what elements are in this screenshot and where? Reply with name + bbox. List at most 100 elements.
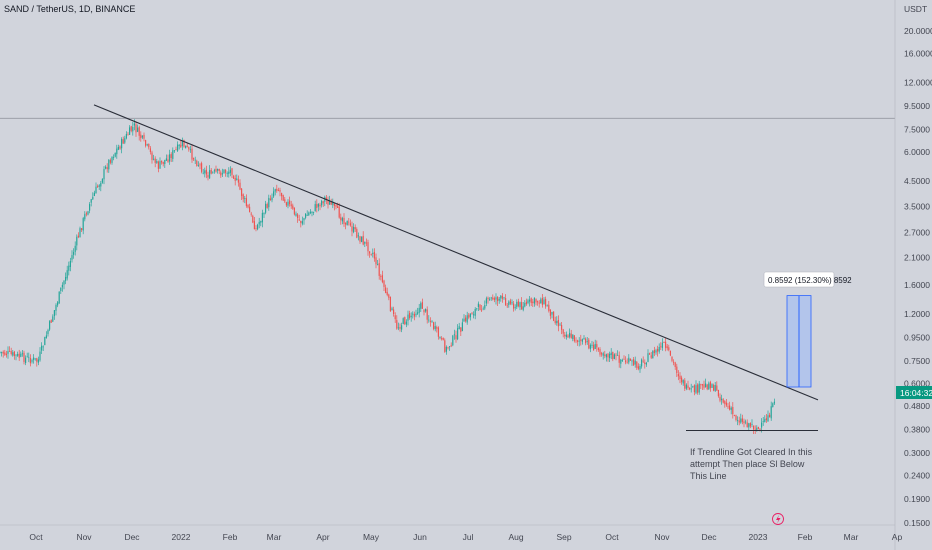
candle-body-460 [735, 415, 737, 420]
candle-body-89 [141, 135, 143, 138]
candle-body-385 [615, 354, 617, 356]
candle-body-285 [455, 335, 457, 340]
candle-body-253 [404, 317, 406, 325]
price-tick-16: 0.3800 [904, 425, 930, 435]
candle-body-457 [730, 407, 732, 410]
candle-body-296 [473, 314, 475, 316]
candle-body-109 [173, 150, 175, 152]
candle-body-398 [636, 361, 638, 368]
candle-body-298 [476, 308, 478, 310]
candle-body-369 [589, 345, 591, 350]
candle-body-468 [748, 423, 750, 428]
candle-body-388 [620, 359, 622, 364]
candle-body-70 [111, 156, 113, 163]
candle-body-224 [357, 235, 359, 237]
candle-body-392 [626, 362, 628, 364]
candle-body-130 [207, 175, 209, 178]
time-tick-7: May [363, 532, 380, 542]
candle-body-220 [351, 226, 353, 232]
candle-body-140 [223, 169, 225, 174]
candle-body-236 [377, 264, 379, 265]
candle-body-80 [127, 134, 129, 136]
candle-body-342 [546, 305, 548, 307]
candle-body-213 [340, 217, 342, 221]
candle-body-123 [196, 160, 198, 166]
annotation-note[interactable]: If Trendline Got Cleared In this attempt… [690, 447, 813, 481]
candle-body-397 [634, 360, 636, 365]
candle-body-450 [719, 396, 721, 401]
candle-body-157 [250, 213, 252, 215]
candle-body-120 [191, 148, 193, 160]
candle-body-265 [423, 309, 425, 313]
candle-body-317 [506, 305, 508, 307]
candle-body-207 [330, 202, 332, 205]
candle-body-78 [124, 138, 126, 143]
candle-body-347 [554, 320, 556, 323]
candle-body-469 [749, 423, 751, 427]
candle-body-320 [511, 302, 513, 304]
candle-body-259 [413, 314, 415, 317]
candle-body-278 [444, 340, 446, 352]
candle-body-439 [701, 384, 703, 386]
candle-body-326 [521, 302, 523, 310]
candle-body-211 [337, 206, 339, 208]
candle-body-68 [108, 159, 110, 170]
candle-body-9 [13, 351, 15, 356]
candle-body-39 [61, 284, 63, 288]
candle-body-262 [418, 307, 420, 313]
candle-body-363 [580, 339, 582, 341]
candle-body-29 [45, 335, 47, 338]
candle-body-186 [297, 214, 299, 218]
price-axis[interactable]: USDT 20.0000 16.0000 12.0000 9.5000 7.5000 6.… [894, 0, 932, 550]
candle-body-127 [202, 172, 204, 174]
time-tick-2: Dec [124, 532, 140, 542]
candle-body-291 [465, 317, 467, 322]
candle-body-4 [5, 353, 7, 356]
candle-body-367 [586, 341, 588, 342]
candle-body-154 [245, 198, 247, 206]
candle-body-62 [98, 185, 100, 187]
candle-body-472 [754, 429, 756, 431]
candle-body-16 [25, 357, 27, 363]
candle-body-268 [428, 319, 430, 321]
candle-body-202 [322, 201, 324, 204]
candle-body-17 [26, 356, 28, 358]
candle-body-215 [343, 217, 345, 224]
candle-body-455 [727, 406, 729, 408]
candle-body-297 [474, 309, 476, 316]
candle-body-412 [658, 347, 660, 352]
price-tick-0: 20.0000 [904, 26, 932, 36]
candle-body-277 [442, 337, 444, 341]
time-axis[interactable]: Oct Nov Dec 2022 Feb Mar Apr May Jun Jul Aug Sep Oct… [0, 524, 902, 542]
candle-body-52 [82, 218, 84, 231]
candle-body-426 [681, 377, 683, 383]
candle-body-197 [314, 204, 316, 212]
candle-body-3 [4, 352, 6, 355]
candle-body-411 [657, 349, 659, 352]
candle-body-478 [764, 419, 766, 423]
lightning-icon[interactable] [772, 513, 784, 525]
candle-body-13 [20, 353, 22, 357]
descending-trendline[interactable] [93, 104, 819, 401]
candle-body-19 [29, 358, 31, 364]
price-tick-1: 16.0000 [904, 49, 932, 59]
candle-body-271 [433, 322, 435, 329]
candle-body-334 [533, 297, 535, 304]
candle-body-421 [673, 361, 675, 363]
candle-body-471 [753, 425, 755, 430]
candle-body-407 [650, 355, 652, 358]
candle-body-54 [85, 213, 87, 215]
candle-body-400 [639, 366, 641, 370]
candle-body-459 [733, 415, 735, 416]
candle-body-484 [773, 401, 775, 404]
candle-body-414 [661, 342, 663, 348]
price-range-measure[interactable]: 0.8592 (152.30%) 8592 [763, 271, 852, 388]
candle-body-26 [41, 345, 43, 351]
candle-body-280 [447, 347, 449, 349]
candle-body-95 [151, 152, 153, 160]
candle-body-436 [697, 384, 699, 393]
candle-body-77 [122, 139, 124, 144]
candle-body-431 [689, 387, 691, 390]
candle-body-108 [172, 150, 174, 159]
